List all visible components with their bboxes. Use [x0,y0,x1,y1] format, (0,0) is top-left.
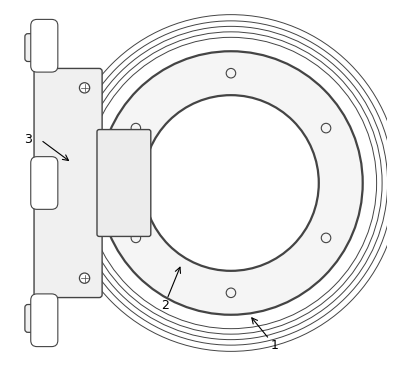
Circle shape [99,51,363,315]
Text: 2: 2 [161,299,169,312]
FancyBboxPatch shape [97,130,151,236]
Circle shape [143,95,319,271]
FancyBboxPatch shape [25,305,55,332]
FancyBboxPatch shape [31,157,58,209]
Circle shape [79,83,90,93]
FancyBboxPatch shape [31,294,58,347]
Text: 1: 1 [271,339,279,352]
Circle shape [79,273,90,283]
FancyBboxPatch shape [31,19,58,72]
FancyBboxPatch shape [25,34,55,61]
FancyBboxPatch shape [34,68,102,298]
Text: 3: 3 [24,132,32,146]
